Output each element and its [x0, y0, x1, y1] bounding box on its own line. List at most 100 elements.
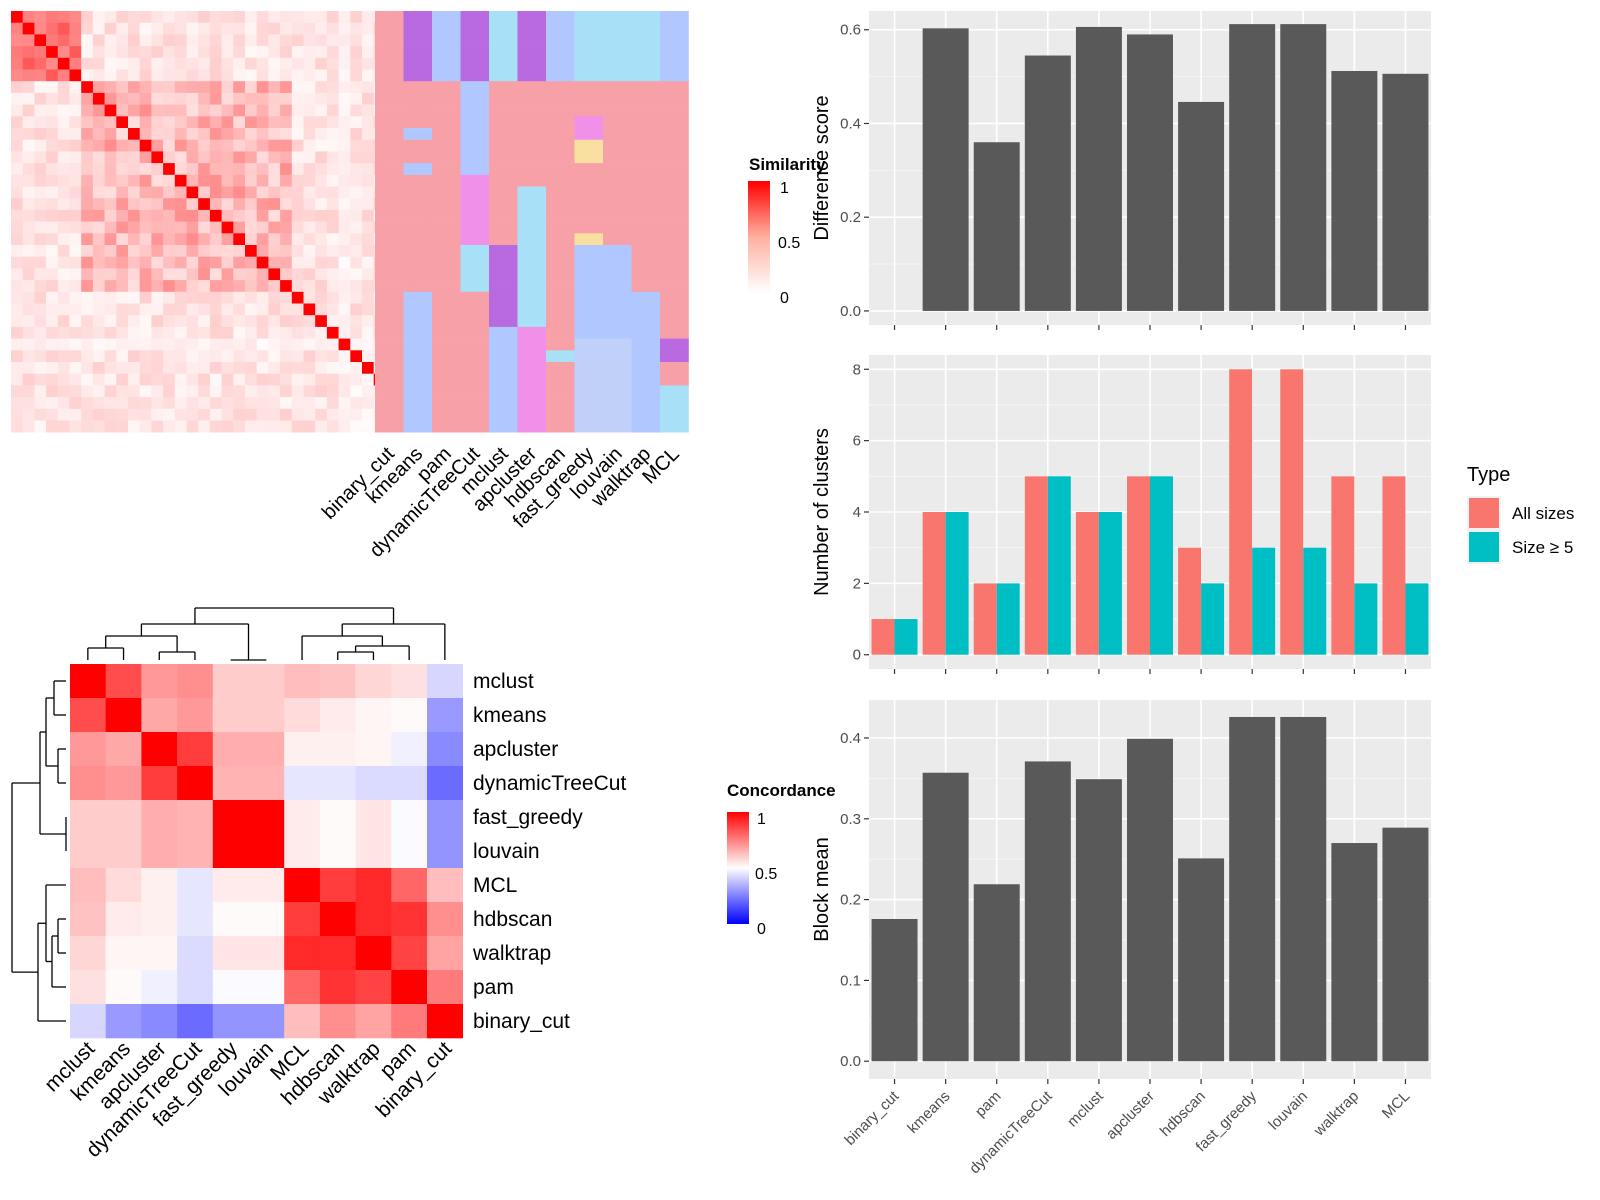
similarity-cell — [11, 57, 23, 70]
similarity-cell — [362, 256, 374, 269]
cluster-assignment-cell — [517, 221, 547, 234]
similarity-cell — [174, 186, 187, 199]
similarity-cell — [11, 34, 23, 47]
cluster-assignment-cell — [517, 233, 547, 246]
similarity-cell — [128, 46, 140, 59]
cluster-assignment-cell — [489, 92, 518, 105]
bar-apcluster-all-sizes — [1127, 476, 1150, 655]
similarity-cell — [81, 92, 94, 105]
similarity-cell — [186, 315, 199, 328]
similarity-cell — [291, 397, 304, 410]
similarity-cell — [221, 69, 234, 82]
similarity-cell — [280, 408, 293, 421]
similarity-cell — [69, 338, 82, 351]
cluster-assignment-cell — [489, 209, 518, 222]
concordance-cell — [177, 936, 214, 971]
similarity-cell — [151, 362, 164, 374]
similarity-cell — [280, 104, 293, 117]
cluster-assignment-cell — [432, 11, 461, 23]
concordance-cell — [177, 868, 214, 903]
similarity-cell — [209, 198, 222, 211]
concordance-row-label: walktrap — [472, 942, 551, 965]
similarity-cell — [57, 198, 70, 211]
cluster-assignment-cell — [375, 139, 404, 152]
similarity-cell — [256, 69, 269, 82]
similarity-cell — [92, 11, 105, 23]
similarity-cell — [81, 420, 94, 433]
similarity-cell — [221, 303, 234, 316]
concordance-cell — [284, 800, 321, 835]
cluster-assignment-cell — [631, 303, 661, 316]
similarity-cell — [221, 233, 234, 246]
cluster-assignment-cell — [660, 350, 689, 363]
cluster-assignment-cell — [546, 291, 575, 304]
cluster-assignment-cell — [603, 92, 632, 105]
similarity-cell — [139, 350, 152, 363]
similarity-cell — [57, 46, 70, 59]
cluster-assignment-cell — [489, 151, 518, 164]
similarity-cell — [280, 151, 293, 164]
similarity-cell — [221, 11, 234, 23]
cluster-assignment-cell — [517, 256, 547, 269]
similarity-cell — [81, 385, 94, 398]
similarity-cell — [139, 245, 152, 257]
cluster-assignment-cell — [460, 139, 490, 152]
similarity-cell — [69, 92, 82, 105]
concordance-cell — [141, 902, 178, 937]
similarity-cell — [174, 198, 187, 211]
concordance-cell — [284, 970, 321, 1005]
cluster-assignment-cell — [403, 221, 433, 234]
similarity-cell — [362, 408, 374, 421]
similarity-cell — [233, 151, 246, 164]
concordance-cell — [319, 834, 356, 869]
similarity-cell — [57, 303, 70, 316]
similarity-cell — [338, 326, 351, 339]
similarity-cell — [256, 221, 269, 234]
similarity-cell — [198, 303, 211, 316]
similarity-cell — [46, 92, 59, 105]
similarity-cell — [34, 420, 47, 433]
concordance-legend-tick: 0 — [757, 921, 766, 938]
cluster-assignment-cell — [574, 57, 604, 70]
cluster-assignment-cell — [631, 46, 661, 59]
similarity-cell — [92, 385, 105, 398]
similarity-cell — [303, 397, 316, 410]
cluster-assignment-cell — [603, 11, 632, 23]
cluster-assignment-cell — [460, 128, 490, 140]
similarity-cell — [34, 34, 47, 47]
similarity-cell — [57, 408, 70, 421]
similarity-cell — [280, 186, 293, 199]
cluster-assignment-cell — [432, 69, 461, 82]
cluster-assignment-cell — [432, 92, 461, 105]
concordance-legend-tick: 1 — [757, 811, 766, 828]
cluster-assignment-cell — [631, 198, 661, 211]
similarity-cell — [22, 280, 35, 293]
similarity-cell — [174, 350, 187, 363]
concordance-cell — [391, 732, 428, 767]
similarity-cell — [268, 11, 281, 23]
similarity-cell — [198, 128, 211, 140]
similarity-cell — [268, 198, 281, 211]
similarity-cell — [198, 92, 211, 105]
similarity-cell — [221, 385, 234, 398]
similarity-cell — [174, 268, 187, 281]
similarity-cell — [198, 245, 211, 257]
similarity-cell — [221, 408, 234, 421]
cluster-assignment-cell — [603, 186, 632, 199]
similarity-cell — [350, 104, 363, 117]
similarity-cell — [163, 163, 176, 176]
cluster-assignment-cell — [403, 22, 433, 35]
cluster-assignment-cell — [432, 338, 461, 351]
similarity-cell — [256, 256, 269, 269]
similarity-cell — [315, 315, 328, 328]
similarity-cell — [163, 11, 176, 23]
similarity-cell — [233, 22, 246, 35]
x-tick-label: kmeans — [904, 1088, 953, 1137]
similarity-cell — [69, 104, 82, 117]
concordance-cell — [284, 698, 321, 733]
similarity-cell — [233, 186, 246, 199]
similarity-cell — [116, 104, 129, 117]
cluster-assignment-cell — [546, 92, 575, 105]
similarity-cell — [139, 198, 152, 211]
bar-kmeans — [922, 28, 969, 311]
